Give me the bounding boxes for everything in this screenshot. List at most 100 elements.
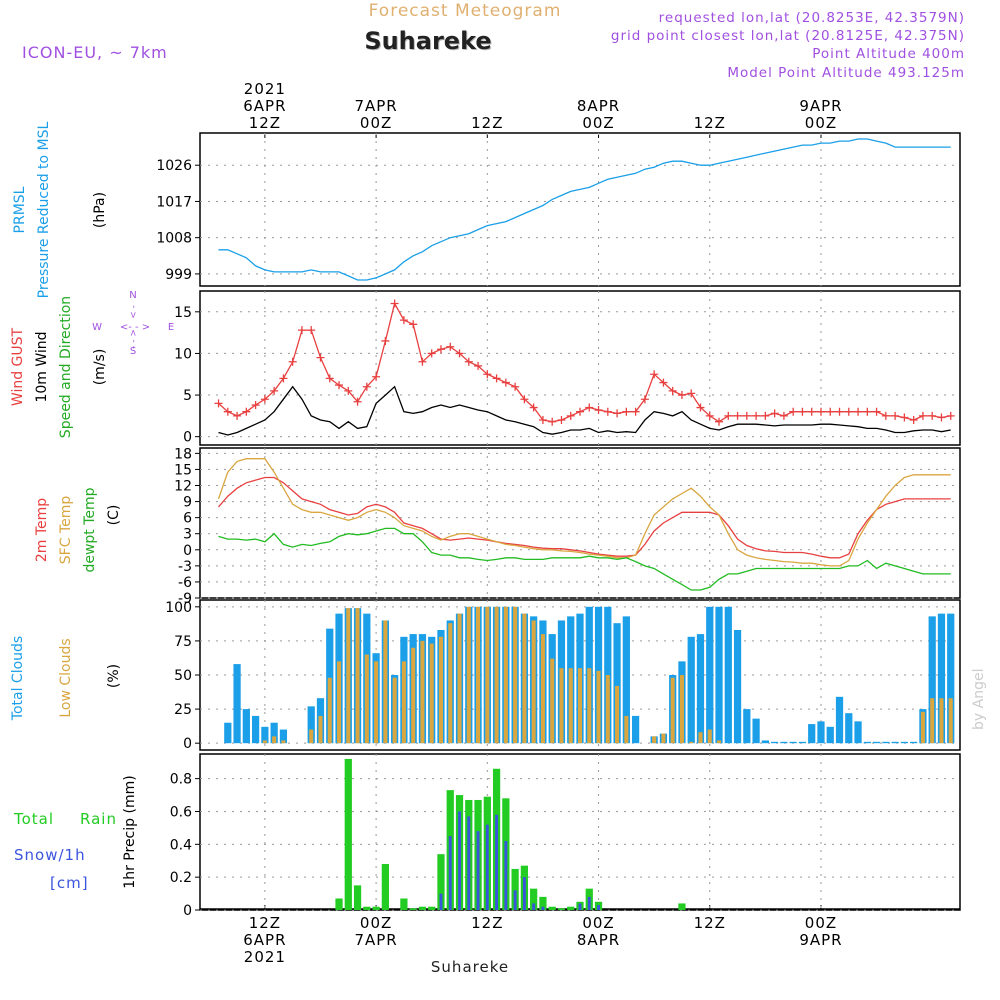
- gust-point: [548, 417, 557, 426]
- gust-point: [603, 407, 612, 416]
- bottom-axis-label: 7APR: [354, 931, 397, 949]
- total-cloud-bar: [872, 741, 881, 744]
- total-cloud-bar: [910, 741, 918, 744]
- low-cloud-bar: [717, 740, 722, 744]
- wind-panel: 0 5 10 15 Wind GUST 10m Wind Speed and Dire…: [10, 290, 961, 446]
- gust-point: [900, 413, 909, 422]
- rain-bar: [511, 868, 519, 910]
- clouds-low-label: Low Clouds: [58, 638, 74, 717]
- low-cloud-bar: [272, 736, 277, 744]
- total-cloud-bar: [733, 630, 742, 744]
- total-cloud-bar: [789, 741, 797, 744]
- y-tick-label: -6: [178, 575, 192, 591]
- gust-point: [816, 407, 825, 416]
- low-cloud-bar: [939, 698, 944, 744]
- watermark: by Angel: [971, 669, 987, 730]
- grid-point-lonlat: grid point closest lon,lat (20.8125E, 42…: [611, 28, 965, 44]
- gust-point: [807, 407, 816, 416]
- gust-point: [585, 403, 594, 412]
- point-altitude: Point Altitude 400m: [812, 46, 965, 62]
- gust-point: [872, 407, 881, 416]
- y-tick-label: 6: [183, 511, 192, 527]
- compass-e: E: [168, 322, 174, 333]
- gust-point: [928, 411, 937, 420]
- total-cloud-bar: [937, 613, 946, 744]
- low-cloud-bar: [476, 606, 481, 744]
- gust-point: [427, 349, 436, 358]
- low-cloud-bar: [262, 740, 267, 744]
- gust-point: [390, 299, 399, 308]
- bottom-axis-label: 00Z: [360, 914, 392, 932]
- temp-dewpt-line: [218, 527, 951, 591]
- low-cloud-bar: [503, 606, 508, 744]
- snow-bar: [597, 905, 600, 910]
- gust-point: [770, 409, 779, 418]
- gust-point: [742, 411, 751, 420]
- low-cloud-bar: [337, 661, 342, 744]
- low-cloud-bar: [596, 670, 601, 744]
- top-axis-label: 9APR: [799, 97, 842, 115]
- gust-point: [297, 326, 306, 335]
- gust-point: [622, 407, 631, 416]
- gust-point: [881, 411, 890, 420]
- gust-point: [436, 345, 445, 354]
- pressure-panel-frame: [199, 132, 961, 287]
- total-cloud-bar: [928, 616, 936, 744]
- low-cloud-bar: [670, 677, 675, 744]
- gust-point: [483, 370, 492, 379]
- low-cloud-bar: [448, 623, 453, 744]
- total-cloud-bar: [891, 741, 899, 744]
- total-cloud-bar: [863, 741, 871, 744]
- snow-bar: [522, 877, 526, 910]
- rain-bar: [381, 864, 389, 910]
- wind-gust-label: Wind GUST: [10, 327, 26, 406]
- gust-line: [218, 301, 951, 423]
- low-cloud-bar: [568, 668, 573, 744]
- gust-point: [399, 316, 408, 325]
- gust-point: [270, 386, 279, 395]
- chart-title: Forecast Meteogram: [369, 1, 562, 21]
- low-cloud-bar: [309, 729, 314, 744]
- gust-point: [854, 407, 863, 416]
- gust-point: [576, 407, 584, 416]
- total-cloud-bar: [279, 729, 288, 744]
- gust-point: [529, 403, 538, 412]
- rain-bar: [539, 896, 547, 910]
- low-cloud-bar: [624, 715, 629, 744]
- snow-bar: [439, 893, 443, 910]
- gust-point: [650, 370, 659, 379]
- footer-location: Suhareke: [431, 958, 509, 976]
- y-tick-label: 9: [183, 495, 192, 511]
- rain-bar: [530, 888, 538, 910]
- low-cloud-bar: [679, 675, 684, 744]
- top-axis-label: 2021: [244, 80, 286, 98]
- total-cloud-bar: [761, 740, 769, 744]
- gust-point: [835, 407, 844, 416]
- pressure-panel: 999 1008 1017 1026 PRMSL Pressure Reduced t…: [12, 121, 961, 298]
- total-cloud-bar: [307, 706, 315, 744]
- top-axis-label: 00Z: [805, 114, 837, 132]
- low-cloud-bar: [661, 733, 666, 744]
- compass-vertical: - - >: [129, 329, 139, 349]
- gust-point: [844, 407, 853, 416]
- snow-bar: [504, 841, 508, 910]
- gust-point: [335, 381, 344, 390]
- snow-bar: [532, 903, 536, 910]
- y-tick-label: 10: [174, 346, 192, 362]
- gust-point: [316, 353, 325, 362]
- y-tick-label: 0.4: [170, 837, 192, 853]
- temp-2m-label: 2m Temp: [34, 498, 50, 562]
- total-cloud-bar: [826, 726, 834, 744]
- rain-bar: [557, 908, 566, 910]
- total-cloud-bar: [261, 726, 269, 744]
- snow-bar: [467, 816, 471, 910]
- gust-point: [492, 374, 501, 383]
- gust-point: [566, 411, 575, 420]
- top-axis-label: 12Z: [249, 114, 281, 132]
- gust-point: [798, 407, 807, 416]
- y-tick-label: 0: [183, 903, 192, 919]
- precip-panel: 0 0.2 0.4 0.6 0.8 Total Rain Snow/1h [cm] 1h…: [13, 753, 961, 919]
- low-cloud-bar: [429, 643, 434, 744]
- gust-point: [474, 361, 483, 370]
- temp-sfc-line: [217, 458, 951, 567]
